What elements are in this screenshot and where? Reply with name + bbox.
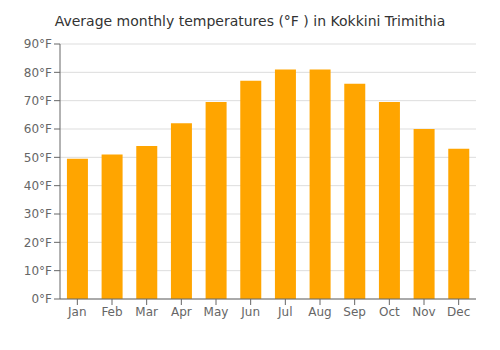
svg-text:50°F: 50°F xyxy=(24,151,52,165)
svg-text:Nov: Nov xyxy=(412,305,435,319)
svg-text:Jun: Jun xyxy=(240,305,260,319)
svg-text:70°F: 70°F xyxy=(24,94,52,108)
svg-text:0°F: 0°F xyxy=(31,292,52,306)
svg-text:30°F: 30°F xyxy=(24,207,52,221)
svg-text:Jul: Jul xyxy=(277,305,292,319)
svg-text:Mar: Mar xyxy=(135,305,158,319)
svg-text:Jan: Jan xyxy=(67,305,87,319)
svg-text:Feb: Feb xyxy=(101,305,122,319)
svg-text:40°F: 40°F xyxy=(24,179,52,193)
svg-text:Oct: Oct xyxy=(379,305,400,319)
svg-text:Dec: Dec xyxy=(447,305,470,319)
svg-text:60°F: 60°F xyxy=(24,122,52,136)
svg-text:Apr: Apr xyxy=(171,305,192,319)
svg-text:10°F: 10°F xyxy=(24,264,52,278)
svg-text:Sep: Sep xyxy=(343,305,366,319)
svg-text:Aug: Aug xyxy=(308,305,331,319)
svg-text:80°F: 80°F xyxy=(24,66,52,80)
html-text:Average monthly temperatures (: Average monthly temperatures (°F ) in Ko… xyxy=(54,13,446,29)
svg-text:20°F: 20°F xyxy=(24,236,52,250)
svg-text:90°F: 90°F xyxy=(24,37,52,51)
svg-text:May: May xyxy=(204,305,229,319)
